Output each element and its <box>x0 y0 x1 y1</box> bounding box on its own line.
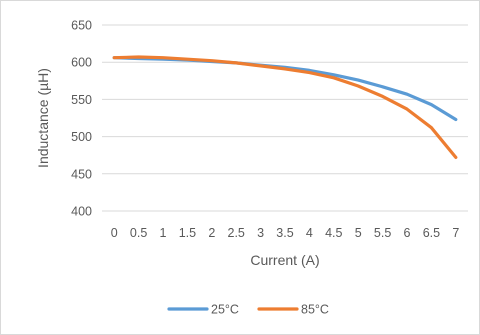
x-tick-label: 0.5 <box>130 226 147 240</box>
legend-item-85c: 85°C <box>257 303 329 317</box>
x-tick-label: 5 <box>355 226 362 240</box>
y-axis-title: Inductance (µH) <box>35 68 51 168</box>
gridlines <box>102 24 468 212</box>
y-tick-label: 600 <box>71 56 92 70</box>
legend: 25°C 85°C <box>167 303 329 317</box>
legend-item-25c: 25°C <box>167 303 239 317</box>
x-tick-label: 1 <box>160 226 167 240</box>
x-tick-label: 3 <box>257 226 264 240</box>
y-tick-label: 650 <box>71 19 92 33</box>
x-tick-label: 2.5 <box>228 226 245 240</box>
x-tick-label: 5.5 <box>374 226 391 240</box>
y-tick-labels: 400 450 500 550 600 650 <box>71 19 92 219</box>
x-tick-labels: 0 0.5 1 1.5 2 2.5 3 3.5 4 4.5 5 5.5 6 6.5 7 <box>111 226 460 240</box>
series-line-85c <box>112 55 458 159</box>
x-tick-label: 7 <box>452 226 459 240</box>
x-axis-title: Current (A) <box>250 252 319 268</box>
legend-label: 85°C <box>301 303 329 317</box>
y-tick-label: 400 <box>71 205 92 219</box>
x-tick-label: 0 <box>111 226 118 240</box>
series-line-25c <box>112 56 458 122</box>
x-tick-label: 4.5 <box>325 226 342 240</box>
x-tick-label: 6.5 <box>423 226 440 240</box>
y-tick-label: 450 <box>71 167 92 181</box>
x-tick-label: 2 <box>208 226 215 240</box>
series-lines <box>112 55 458 159</box>
x-tick-label: 3.5 <box>276 226 293 240</box>
x-tick-label: 4 <box>306 226 313 240</box>
y-tick-label: 550 <box>71 93 92 107</box>
x-tick-label: 6 <box>404 226 411 240</box>
legend-label: 25°C <box>211 303 239 317</box>
y-tick-label: 500 <box>71 130 92 144</box>
x-tick-label: 1.5 <box>179 226 196 240</box>
